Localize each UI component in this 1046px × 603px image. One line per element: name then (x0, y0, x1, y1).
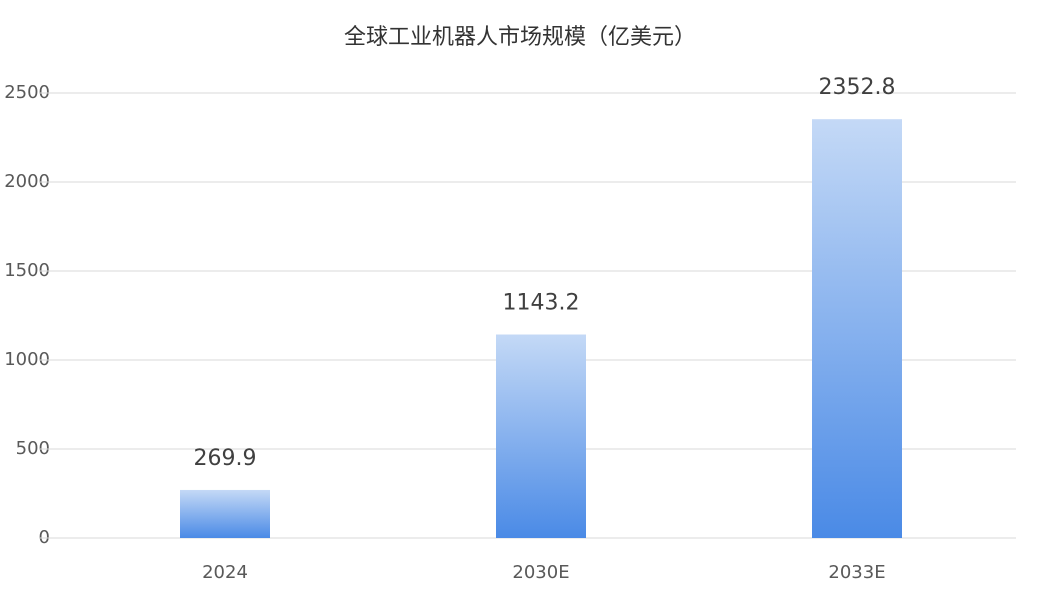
bar (812, 119, 902, 538)
data-label: 269.9 (194, 446, 257, 471)
data-label: 2352.8 (819, 75, 896, 100)
y-tick-label: 2000 (4, 171, 50, 192)
data-label: 1143.2 (503, 291, 580, 316)
y-tick-label: 2500 (4, 82, 50, 103)
bar (180, 489, 270, 538)
bar (496, 334, 586, 538)
y-tick-label: 1000 (4, 349, 50, 370)
y-tick-label: 500 (16, 438, 50, 459)
chart-title: 全球工业机器人市场规模（亿美元） (344, 25, 696, 50)
x-tick-label: 2024 (202, 562, 248, 583)
x-tick-label: 2033E (828, 562, 885, 583)
x-tick-label: 2030E (512, 562, 569, 583)
y-tick-label: 1500 (4, 260, 50, 281)
